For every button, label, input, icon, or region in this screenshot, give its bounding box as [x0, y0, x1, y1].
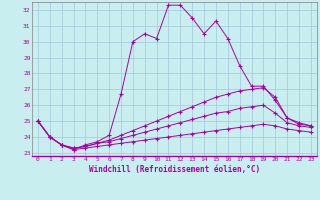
X-axis label: Windchill (Refroidissement éolien,°C): Windchill (Refroidissement éolien,°C)	[89, 165, 260, 174]
